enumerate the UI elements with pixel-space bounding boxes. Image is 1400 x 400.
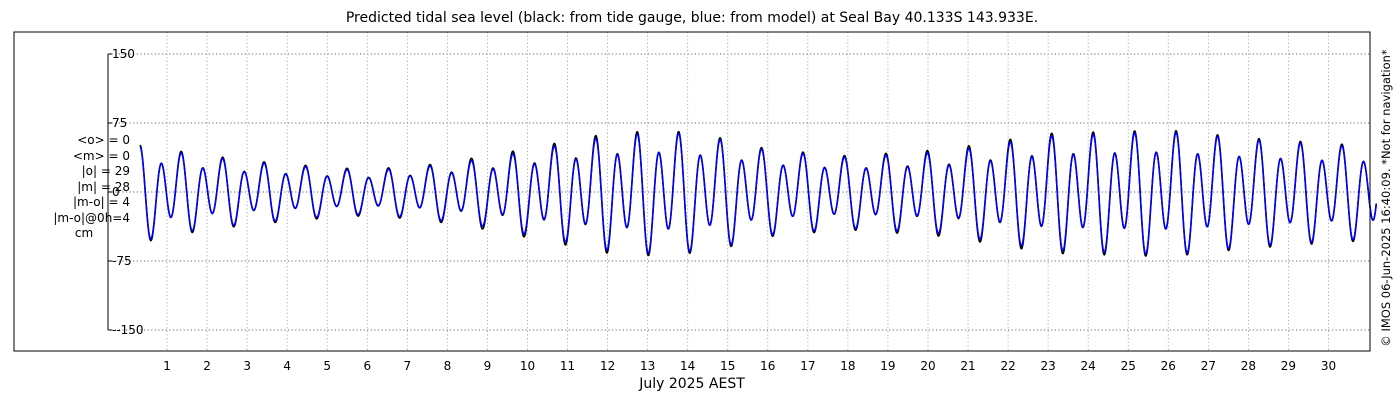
x-tick-label: 27: [1201, 359, 1216, 373]
x-tick-label: 5: [323, 359, 331, 373]
stat-mean-model: <m> = 0: [72, 148, 130, 163]
series-layer: [139, 129, 1378, 257]
stat-mean-observed: <o> = 0: [77, 133, 130, 147]
stat-unit: cm: [74, 226, 94, 240]
x-tick-label: 18: [840, 359, 855, 373]
x-tick-label: 17: [800, 359, 815, 373]
x-tick-label: 14: [680, 359, 695, 373]
stat-abs-diff-0h: |m-o|@0h=4: [53, 210, 130, 225]
copyright-credit: © IMOS 06-Jun-2025 16:40:09. *Not for na…: [1379, 49, 1393, 347]
y-tick-label: 0: [112, 185, 120, 199]
x-tick-label: 21: [960, 359, 975, 373]
x-tick-label: 30: [1321, 359, 1336, 373]
y-tick-label: --150: [112, 323, 144, 337]
y-tick-label: 150: [112, 47, 135, 61]
x-tick-label: 13: [640, 359, 655, 373]
x-tick-label: 24: [1081, 359, 1096, 373]
statistics-panel: <o> = 0 <m> = 0 |o| = 29 |m| = 28 |m-o| …: [8, 133, 130, 242]
x-tick-label: 26: [1161, 359, 1176, 373]
x-tick-label: 10: [520, 359, 535, 373]
y-tick-label: 75: [112, 116, 127, 130]
x-tick-label: 6: [363, 359, 371, 373]
x-tick-label: 3: [243, 359, 251, 373]
x-tick-label: 28: [1241, 359, 1256, 373]
x-tick-label: 11: [560, 359, 575, 373]
x-axis-label: July 2025 AEST: [639, 376, 745, 392]
series-line-tide-gauge: [139, 129, 1378, 257]
y-tick-label: -75: [112, 254, 132, 268]
stat-abs-diff: |m-o| = 4: [73, 195, 130, 209]
x-tick-label: 7: [404, 359, 412, 373]
x-tick-label: 12: [600, 359, 615, 373]
x-tick-label: 20: [920, 359, 935, 373]
x-tick-label: 29: [1281, 359, 1296, 373]
plot-frame: [13, 31, 1371, 352]
x-tick-label: 16: [760, 359, 775, 373]
chart-title: Predicted tidal sea level (black: from t…: [345, 10, 1039, 26]
x-tick-label: 15: [720, 359, 735, 373]
series-line-model: [139, 131, 1378, 255]
x-tick-label: 4: [283, 359, 291, 373]
grid: [108, 32, 1370, 351]
x-tick-label: 8: [444, 359, 452, 373]
x-tick-label: 2: [203, 359, 211, 373]
stat-abs-model: |m| = 28: [77, 179, 130, 194]
x-tick-label: 9: [484, 359, 492, 373]
x-tick-label: 23: [1040, 359, 1055, 373]
stat-abs-observed: |o| = 29: [81, 164, 130, 178]
x-tick-label: 22: [1000, 359, 1015, 373]
y-axis: --150 -75 0 75 150: [107, 47, 144, 337]
x-tick-label: 19: [880, 359, 895, 373]
x-axis: 1 2 3 4 5 6 7 8 9 10 11 12 13 14 15 16 17 18 19 20 21 22 23 24 2…: [163, 359, 1336, 373]
x-tick-label: 1: [163, 359, 171, 373]
x-tick-label: 25: [1121, 359, 1136, 373]
